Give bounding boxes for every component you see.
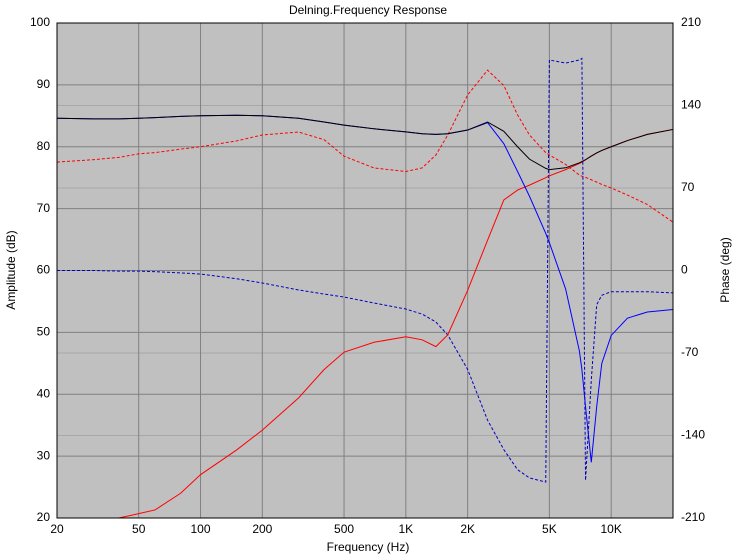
y2-tick-label: -140 [681,428,705,442]
y-tick-label: 80 [37,139,51,153]
x-tick-label: 1K [399,522,414,536]
y-tick-label: 60 [37,263,51,277]
y2-tick-label: 0 [681,263,688,277]
y2-tick-label: 140 [681,98,701,112]
y2-axis-label: Phase (deg) [718,237,732,302]
y2-tick-label: 210 [681,15,701,29]
x-tick-label: 50 [132,522,146,536]
y-tick-label: 40 [37,386,51,400]
y2-tick-label: -70 [681,345,699,359]
x-tick-label: 5K [542,522,557,536]
chart-title: Delning.Frequency Response [289,3,447,17]
y-tick-label: 20 [37,510,51,524]
y-tick-label: 70 [37,201,51,215]
x-tick-label: 2K [460,522,475,536]
y2-tick-label: -210 [681,510,705,524]
series-line [56,69,674,223]
x-axis-label: Frequency (Hz) [327,540,410,554]
x-tick-label: 10K [601,522,622,536]
y-tick-label: 100 [30,15,50,29]
x-tick-label: 20 [50,522,64,536]
y-tick-label: 30 [37,448,51,462]
series-line [56,114,674,171]
series-line [57,57,674,483]
x-tick-label: 100 [191,522,211,536]
y2-tick-label: 70 [681,180,695,194]
x-tick-label: 500 [334,522,354,536]
y-tick-label: 90 [37,77,51,91]
y-axis-label: Amplitude (dB) [4,230,18,309]
plot-frame [56,22,674,519]
y-tick-label: 50 [37,325,51,339]
x-tick-label: 200 [252,522,272,536]
